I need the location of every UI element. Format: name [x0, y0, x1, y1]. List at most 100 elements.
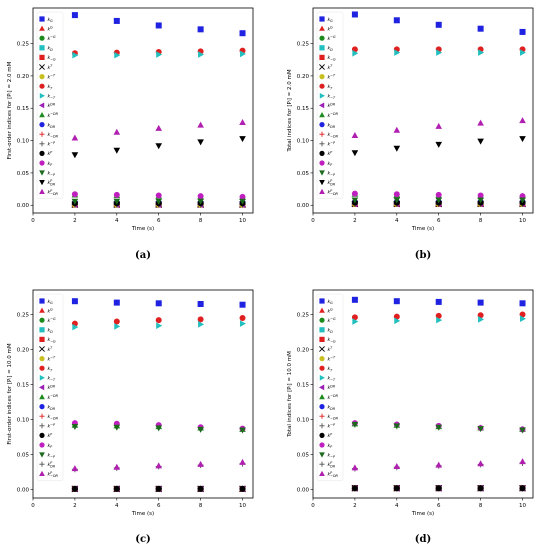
legend-label: k−DR: [328, 394, 339, 401]
legend-marker: [39, 16, 45, 22]
y-tick-label: 0.10: [297, 418, 310, 424]
y-tick-label: 0.25: [17, 313, 30, 319]
data-point: [352, 49, 359, 57]
data-point: [239, 30, 246, 37]
legend-marker: [319, 16, 325, 22]
x-tick-label: 2: [73, 503, 77, 509]
legend-label: kDR: [48, 102, 56, 109]
legend-marker: [39, 442, 45, 448]
legend-marker: [39, 452, 45, 458]
data-point: [197, 139, 204, 146]
legend-label: k−P: [328, 170, 337, 176]
legend-marker: [39, 64, 45, 70]
legend-label: kT: [48, 64, 54, 71]
data-point: [519, 427, 526, 434]
data-point: [239, 193, 246, 200]
data-point: [435, 424, 443, 431]
data-point: [519, 315, 526, 323]
data-point: [435, 485, 442, 492]
legend-marker: [319, 102, 325, 109]
data-point: [435, 197, 443, 204]
legend-label: kDR: [48, 404, 56, 410]
y-axis-label: First-order indices for [Pᵢ] = 2.0 mM: [7, 61, 13, 159]
legend-label: k−G: [48, 337, 57, 343]
legend-marker: [39, 404, 45, 410]
x-tick-label: 0: [311, 503, 315, 509]
legend-label: k−G: [328, 35, 337, 42]
data-point: [393, 463, 401, 470]
legend-label: k−G: [328, 317, 337, 324]
data-point: [477, 119, 484, 126]
data-point: [477, 138, 484, 145]
data-point: [477, 299, 484, 306]
legend-label: kG: [328, 299, 334, 305]
data-point: [155, 124, 163, 131]
legend-marker: [319, 404, 325, 410]
chart-panel: 0 2 4 6 8 10 0.00 0.05 0.10 0.15 0.20 0.25 Time (s) F…: [7, 7, 254, 232]
data-point: [113, 485, 120, 492]
legend-label: k−T: [48, 94, 57, 100]
legend-label: kT: [328, 84, 334, 90]
data-point: [197, 301, 204, 308]
data-point: [393, 485, 400, 492]
x-tick-label: 10: [519, 218, 526, 224]
data-point: [393, 423, 401, 430]
legend-label: kP DR: [48, 461, 56, 468]
data-point: [113, 424, 121, 431]
y-tick-label: 0.20: [297, 74, 310, 80]
x-tick-label: 4: [395, 218, 399, 224]
data-point: [155, 485, 162, 492]
legend-label: k−P: [48, 141, 57, 148]
x-tick-label: 6: [437, 503, 441, 509]
data-point: [393, 298, 400, 305]
legend-label: kT: [328, 366, 334, 372]
legend-label: kP DR: [48, 179, 56, 186]
data-point: [239, 427, 246, 434]
y-tick-label: 0.15: [17, 106, 30, 112]
data-series: [71, 12, 246, 37]
legend-label: kT: [48, 84, 54, 90]
legend-marker: [39, 150, 45, 156]
legend-label: kP −DR: [48, 189, 59, 196]
legend-marker: [319, 432, 325, 438]
x-tick-label: 8: [199, 503, 203, 509]
legend-marker: [39, 83, 45, 89]
x-axis-label: Time (s): [411, 226, 434, 232]
data-point: [393, 145, 401, 152]
data-point: [519, 28, 526, 35]
legend-label: k−DR: [48, 394, 59, 401]
legend-label: k−G: [48, 35, 57, 42]
data-point: [113, 128, 121, 135]
legend-marker: [319, 179, 325, 186]
x-tick-label: 8: [479, 503, 483, 509]
data-point: [519, 485, 526, 492]
legend-marker: [39, 307, 45, 313]
data-point: [114, 323, 121, 330]
legend-label: kP: [48, 432, 54, 439]
panel-caption: (d): [415, 534, 431, 545]
y-tick-label: 0.20: [17, 348, 30, 354]
legend-marker: [39, 394, 45, 400]
panel-caption: (b): [415, 250, 431, 261]
data-point: [197, 426, 204, 433]
legend-label: kP: [328, 432, 334, 439]
data-point: [197, 485, 204, 492]
data-point: [435, 141, 443, 148]
data-point: [197, 460, 204, 467]
legend-label: kD: [48, 46, 54, 52]
legend-marker: [319, 317, 325, 323]
legend-label: kP: [48, 150, 54, 157]
legend-marker: [39, 179, 45, 186]
data-point: [71, 191, 78, 198]
legend-marker: [39, 35, 45, 41]
x-tick-label: 0: [31, 503, 35, 509]
legend-label: kG: [48, 26, 54, 33]
legend-marker: [319, 160, 325, 166]
data-point: [351, 11, 358, 18]
data-series: [72, 320, 246, 331]
legend-label: kG: [328, 26, 334, 33]
x-tick-label: 8: [479, 218, 483, 224]
legend-label: kDR: [328, 384, 336, 391]
panel-caption: (a): [135, 250, 151, 261]
